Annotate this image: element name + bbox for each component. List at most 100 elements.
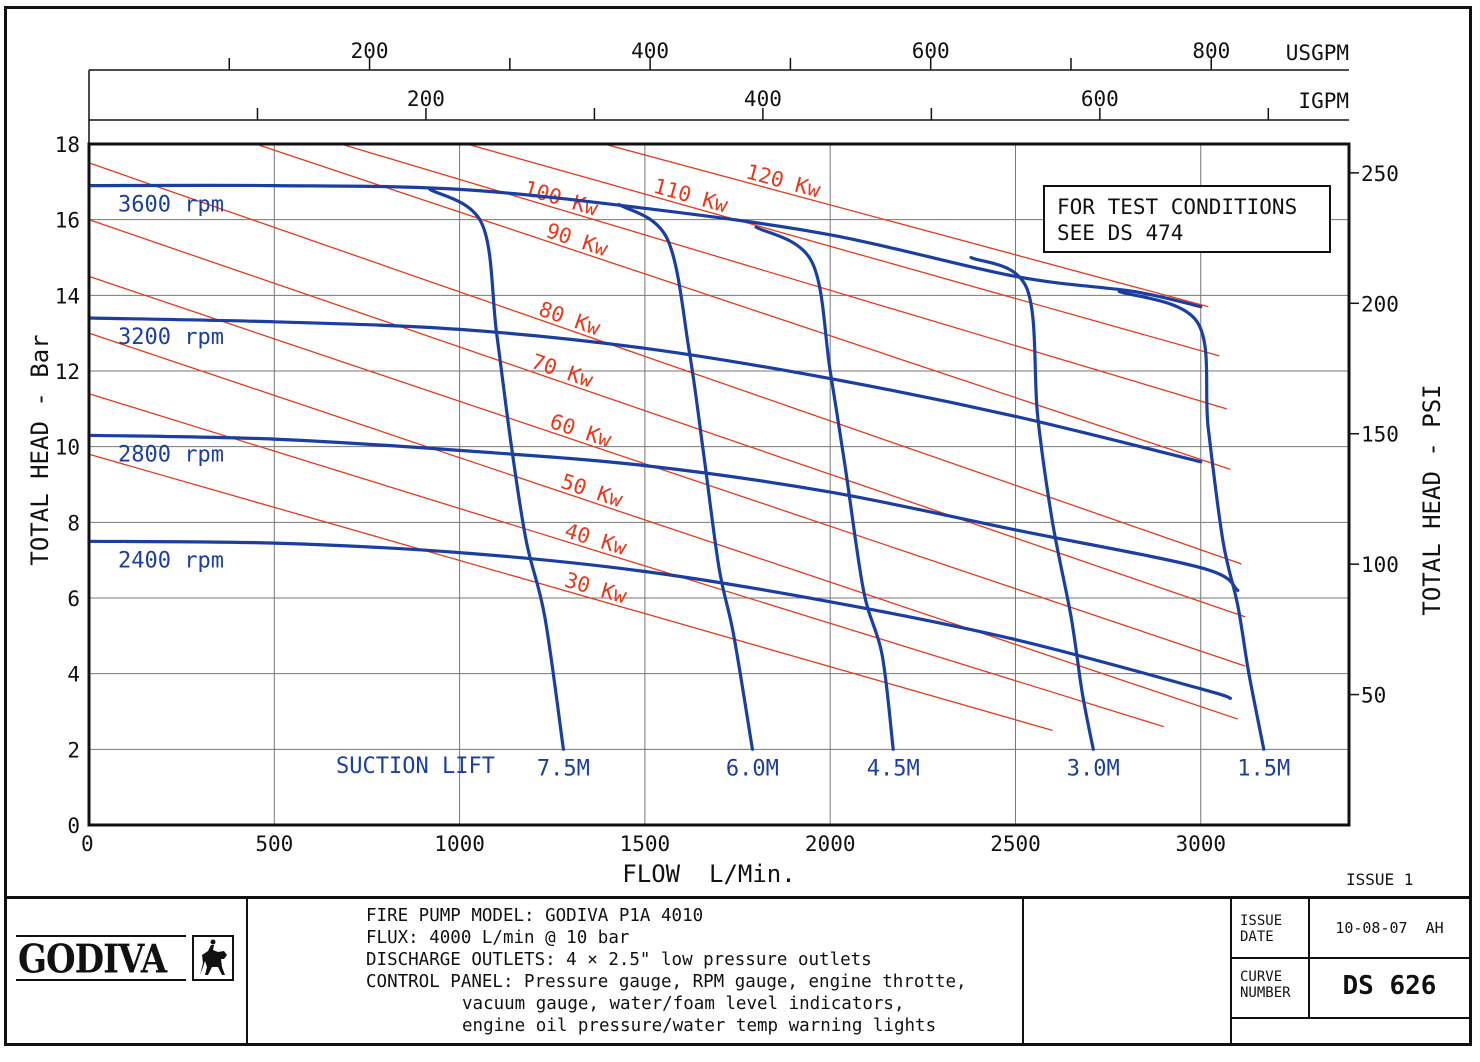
top-tick-label-usgpm-400: 400 — [631, 39, 669, 63]
logo-text: GODIVA — [18, 937, 167, 983]
axes: 0 500 1000 1500 2000 2500 3000 0 2 4 6 8 10 12 14 16 18 5… — [55, 133, 1399, 856]
blank-cell — [1024, 899, 1232, 1046]
spec-outlets: DISCHARGE OUTLETS: 4 × 2.5" low pressure… — [366, 950, 872, 970]
suction-curve-4.5M — [754, 225, 895, 751]
issue-date-value: 10-08-07 AH — [1335, 919, 1444, 937]
power-label-120-kw: 120 Kw — [744, 160, 824, 203]
x-tick-label-1500: 1500 — [620, 832, 671, 856]
y-left-tick-label-6: 6 — [67, 587, 80, 611]
suction-curve-3.0M — [969, 255, 1095, 751]
suction-label-7.5M: 7.5M — [537, 756, 590, 781]
suction-label-4.5M: 4.5M — [867, 756, 920, 781]
power-label-90-kw: 90 Kw — [543, 218, 611, 261]
speed-label-3600-rpm: 3600 rpm — [118, 193, 224, 218]
suction-curve-7.5M — [428, 187, 565, 751]
top-axes: 200 400 600 800 USGPM 200 400 600 IGPM — [88, 39, 1349, 144]
power-line-40-kw — [88, 393, 1164, 728]
suction-label-1.5M: 1.5M — [1237, 756, 1290, 781]
title-block: GODIVA FIRE PUMP MODEL: GODIVA P1A 4010 … — [4, 896, 1472, 1046]
issue-date-separator — [1308, 899, 1310, 957]
power-line-60-kw — [88, 275, 1246, 667]
test-conditions-note: FOR TEST CONDITIONS SEE DS 474 — [1043, 185, 1331, 253]
grid — [89, 144, 1349, 825]
curve-number-label: CURVE NUMBER — [1240, 969, 1291, 1001]
y-right-tick-label-150: 150 — [1361, 423, 1399, 447]
top-tick-label-igpm-600: 600 — [1081, 87, 1119, 111]
top-tick-label-usgpm-600: 600 — [912, 39, 950, 63]
y-left-tick-label-8: 8 — [67, 511, 80, 535]
power-line-50-kw — [88, 332, 1239, 720]
power-label-30-kw: 30 Kw — [562, 568, 630, 609]
suction-label-3.0M: 3.0M — [1067, 756, 1120, 781]
logo-cell: GODIVA — [4, 899, 248, 1046]
y-left-tick-label-16: 16 — [55, 209, 80, 233]
suction-curve-1.5M — [1117, 289, 1266, 751]
top-tick-label-usgpm-200: 200 — [351, 39, 389, 63]
meta-cell: ISSUE DATE 10-08-07 AH CURVE NUMBER DS 6… — [1232, 899, 1469, 1046]
power-label-80-kw: 80 Kw — [536, 297, 604, 341]
issue-label: ISSUE 1 — [1346, 870, 1413, 889]
power-line-90-kw — [255, 143, 1231, 470]
x-tick-label-2500: 2500 — [990, 832, 1041, 856]
curve-number-row: CURVE NUMBER DS 626 — [1232, 959, 1469, 1019]
power-line-120-kw — [603, 143, 1209, 308]
speed-curves: 3600 rpm 3200 rpm 2800 rpm 2400 rpm — [87, 183, 1240, 700]
y-left-tick-label-4: 4 — [67, 663, 80, 687]
top-axis-unit-usgpm: USGPM — [1286, 41, 1349, 65]
horse-rider-emblem — [192, 935, 234, 981]
suction-lift-curves: 7.5M 6.0M 4.5M 3.0M 1.5M SUCTION LIFT — [336, 187, 1290, 781]
power-line-70-kw — [88, 219, 1246, 618]
y-left-tick-label-2: 2 — [67, 738, 80, 762]
y-left-tick-label-18: 18 — [55, 133, 80, 157]
top-tick-label-igpm-400: 400 — [744, 87, 782, 111]
logo-rule-bottom — [16, 979, 186, 981]
speed-curve-3600-rpm — [87, 183, 1203, 309]
spec-model: FIRE PUMP MODEL: GODIVA P1A 4010 — [366, 906, 704, 926]
drawing-frame — [4, 6, 1472, 1046]
suction-lift-label: SUCTION LIFT — [336, 754, 495, 779]
y-right-tick-label-200: 200 — [1361, 292, 1399, 316]
test-conditions-note-line-2: SEE DS 474 — [1057, 221, 1183, 245]
x-tick-label-1000: 1000 — [434, 832, 485, 856]
power-line-30-kw — [88, 453, 1053, 732]
speed-label-2800-rpm: 2800 rpm — [118, 442, 224, 467]
y-right-tick-label-250: 250 — [1361, 162, 1399, 186]
y-axis-right-label: TOTAL HEAD - PSI — [1418, 384, 1446, 615]
spec-control-panel-3: engine oil pressure/water temp warning l… — [462, 1016, 937, 1036]
y-right-tick-label-100: 100 — [1361, 553, 1399, 577]
spec-control-panel-2: vacuum gauge, water/foam level indicator… — [462, 994, 905, 1014]
spec-flux: FLUX: 4000 L/min @ 10 bar — [366, 928, 630, 948]
speed-curve-2400-rpm — [87, 539, 1232, 700]
power-label-60-kw: 60 Kw — [547, 409, 615, 452]
y-left-tick-label-10: 10 — [55, 436, 80, 460]
spec-control-panel: CONTROL PANEL: Pressure gauge, RPM gauge… — [366, 972, 967, 992]
curve-number-value: DS 626 — [1342, 971, 1437, 1001]
y-left-tick-label-0: 0 — [67, 814, 80, 838]
x-tick-label-2000: 2000 — [805, 832, 856, 856]
y-left-tick-label-14: 14 — [55, 284, 80, 308]
suction-label-6.0M: 6.0M — [726, 756, 779, 781]
speed-curve-3200-rpm — [87, 316, 1203, 464]
x-tick-label-3000: 3000 — [1176, 832, 1227, 856]
x-axis-label: FLOW L/Min. — [622, 860, 795, 888]
speed-curve-2800-rpm — [87, 433, 1240, 592]
curve-number-separator — [1308, 959, 1310, 1017]
plot-border — [87, 142, 1351, 827]
top-tick-label-usgpm-800: 800 — [1192, 39, 1230, 63]
issue-date-label: ISSUE DATE — [1240, 913, 1283, 945]
power-label-40-kw: 40 Kw — [562, 518, 630, 560]
issue-date-row: ISSUE DATE 10-08-07 AH — [1232, 899, 1469, 959]
godiva-logo: GODIVA — [14, 935, 236, 983]
x-tick-label-0: 0 — [81, 832, 94, 856]
y-left-tick-label-12: 12 — [55, 360, 80, 384]
power-label-70-kw: 70 Kw — [528, 349, 596, 392]
y-axis-left-label: TOTAL HEAD - Bar — [26, 334, 54, 565]
test-conditions-note-box — [1043, 185, 1331, 253]
y-right-tick-label-50: 50 — [1361, 684, 1386, 708]
top-axis-unit-igpm: IGPM — [1298, 89, 1349, 113]
logo-rule-top — [16, 935, 186, 937]
power-line-110-kw — [466, 143, 1220, 357]
power-line-100-kw — [340, 143, 1227, 410]
speed-label-2400-rpm: 2400 rpm — [118, 548, 224, 573]
